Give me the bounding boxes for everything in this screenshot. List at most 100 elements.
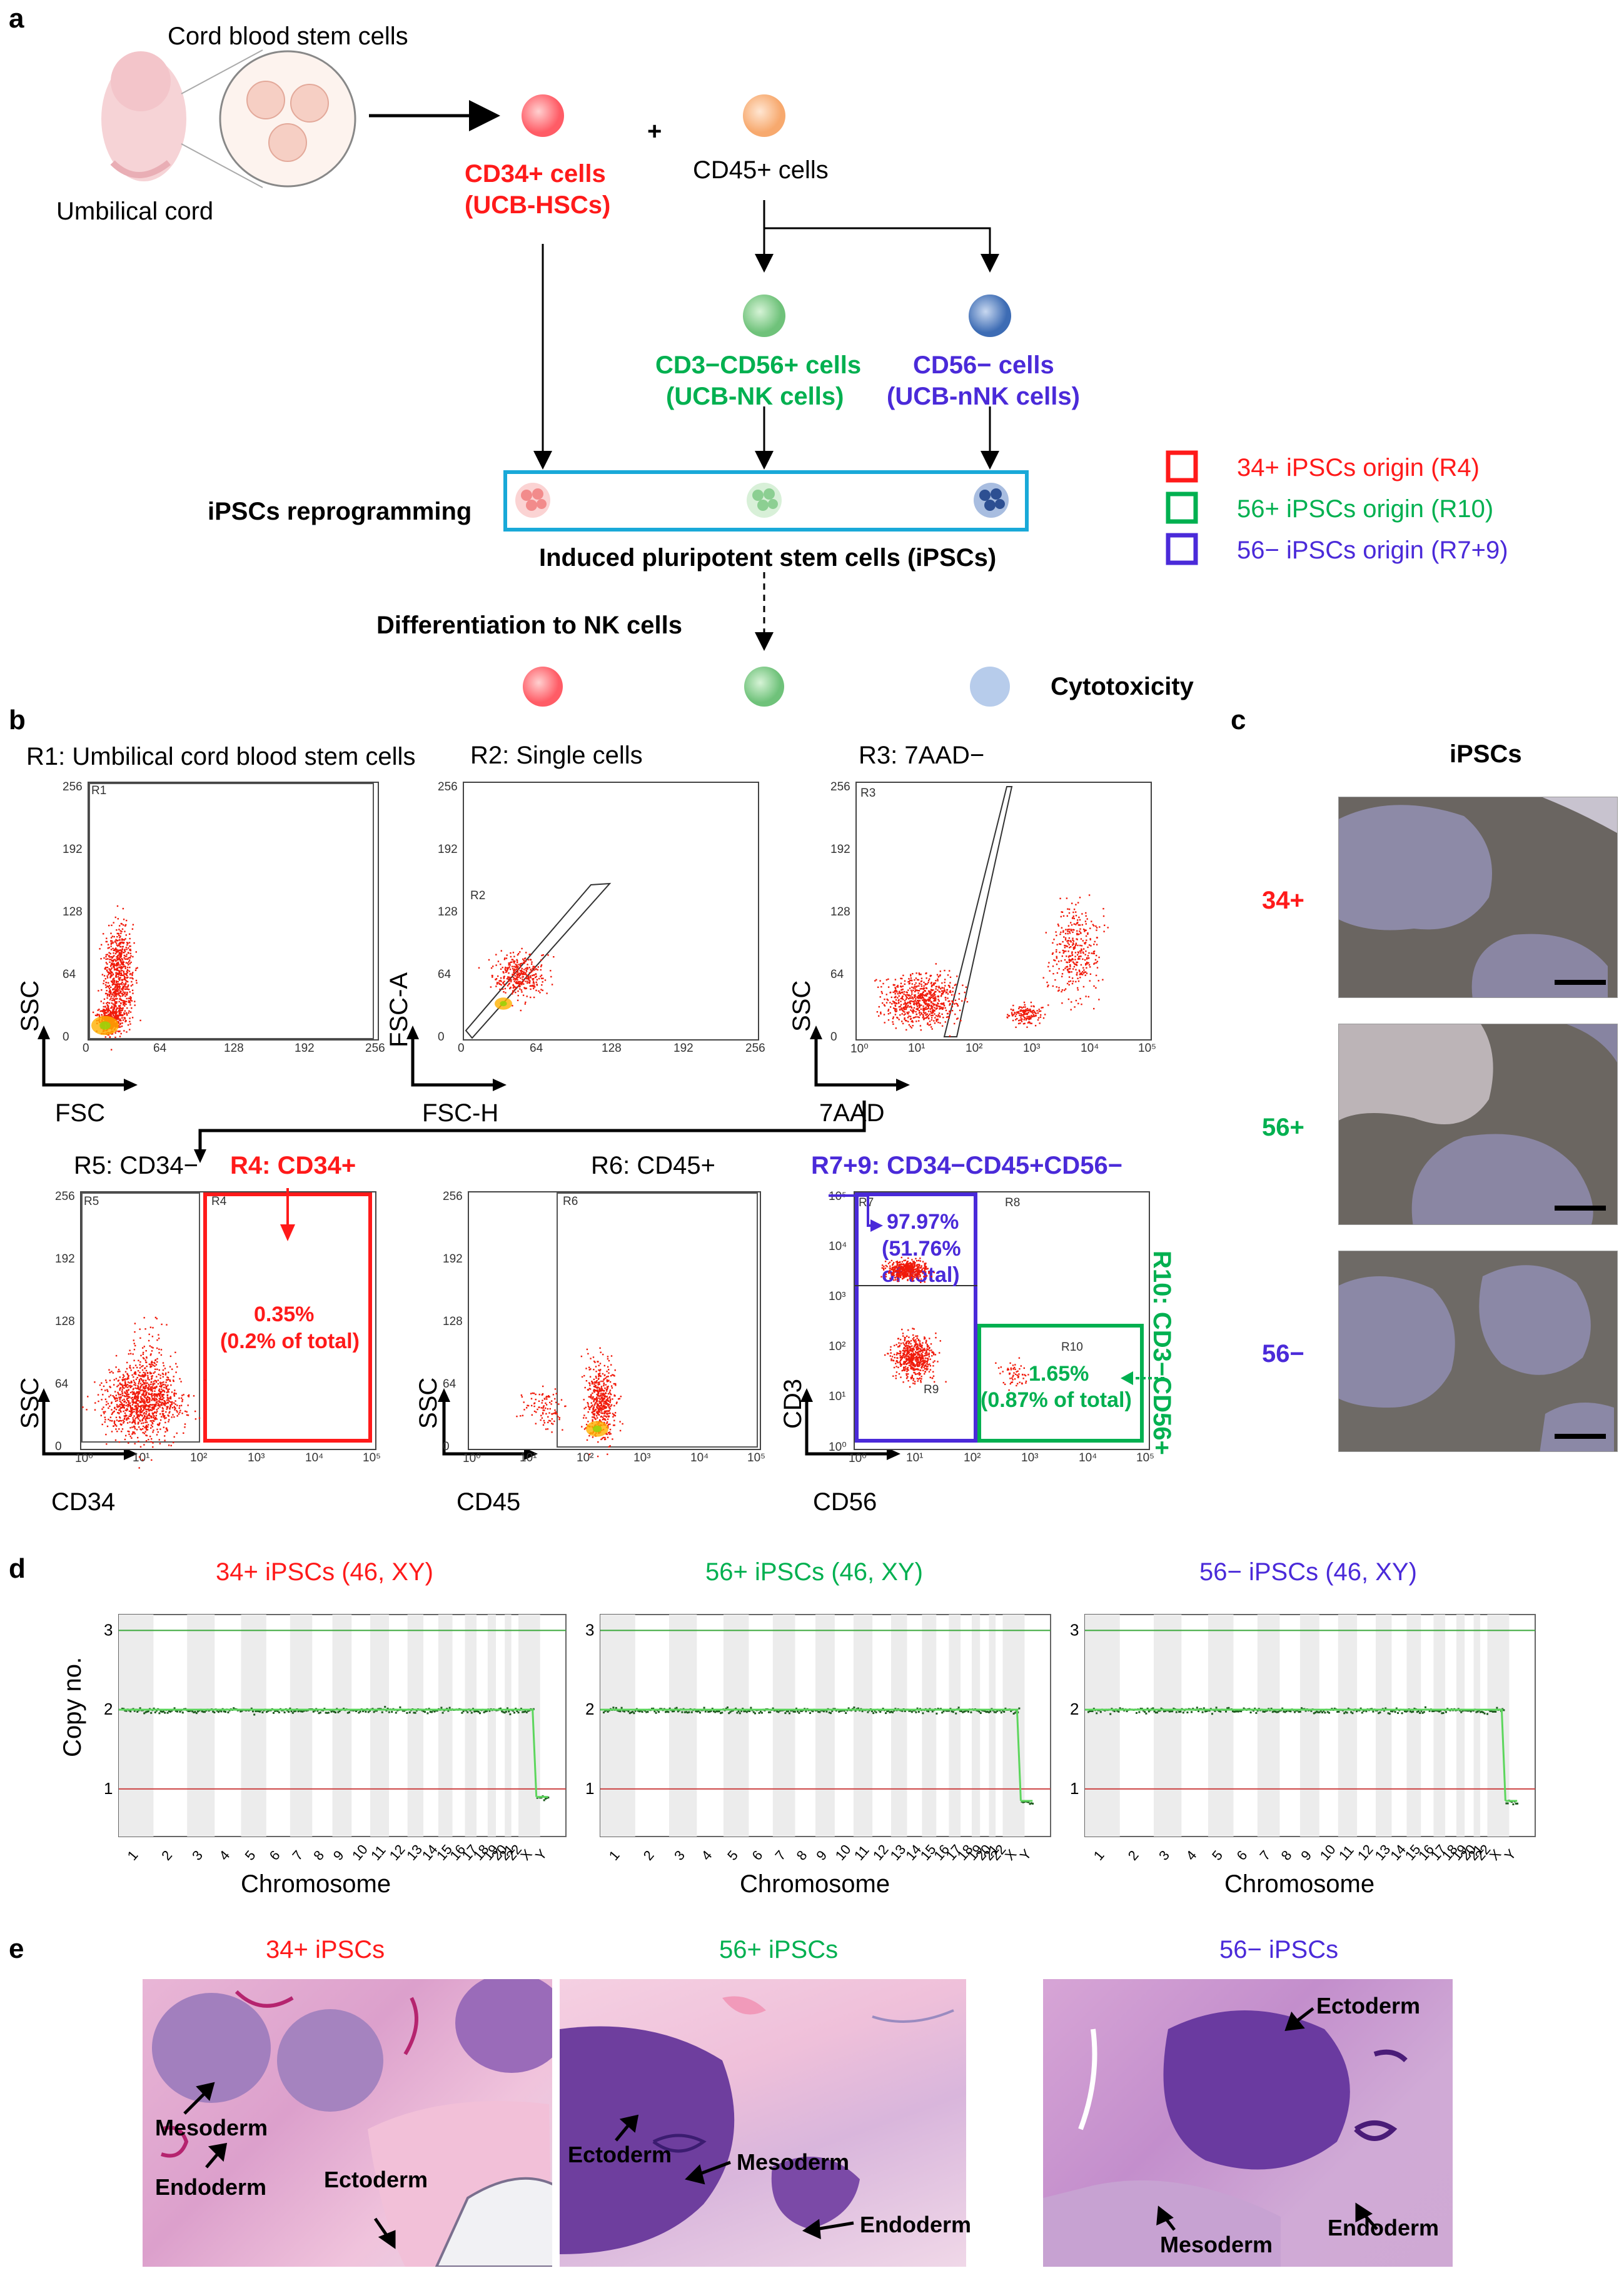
label-endoderm-56neg: Endoderm bbox=[1328, 2215, 1440, 2240]
label-endoderm-56pos: Endoderm bbox=[860, 2212, 972, 2237]
gate-label-r7: R7 bbox=[859, 1196, 874, 1209]
ipscs-label: Induced pluripotent stem cells (iPSCs) bbox=[539, 544, 997, 572]
cnv-xlabel-2: Chromosome bbox=[740, 1870, 890, 1898]
flow-plot-r1: R1 bbox=[88, 782, 379, 1041]
y-tick: 192 bbox=[63, 843, 83, 856]
cytotoxicity-label: Cytotoxicity bbox=[1051, 673, 1194, 700]
legend-blue-box bbox=[1166, 533, 1198, 565]
x-tick: 10⁰ bbox=[75, 1452, 93, 1465]
gate-label-r6: R6 bbox=[563, 1195, 578, 1208]
gate-label-r9: R9 bbox=[924, 1383, 939, 1396]
r5-title: R5: CD34− bbox=[74, 1152, 198, 1179]
ipsc-photo-56neg bbox=[1338, 1251, 1618, 1452]
cnv-ytick: 3 bbox=[1070, 1620, 1079, 1639]
x-tick: 10¹ bbox=[520, 1451, 537, 1464]
cnv-ytick: 1 bbox=[585, 1779, 594, 1798]
legend-56p-label: 56+ iPSCs origin (R10) bbox=[1237, 495, 1494, 523]
cnv-title-34: 34+ iPSCs (46, XY) bbox=[216, 1558, 433, 1586]
r2-xlabel: FSC-H bbox=[422, 1099, 499, 1127]
cd34-sublabel: (UCB-HSCs) bbox=[465, 191, 611, 219]
cnv-ytick: 2 bbox=[1070, 1700, 1079, 1718]
label-ectoderm-56pos: Ectoderm bbox=[568, 2142, 672, 2167]
x-tick: 10¹ bbox=[906, 1451, 924, 1464]
cd34-cell-icon bbox=[522, 94, 564, 137]
histo-title-56pos: 56+ iPSCs bbox=[719, 1936, 839, 1963]
y-tick: 10⁰ bbox=[829, 1441, 847, 1454]
y-tick: 256 bbox=[55, 1190, 75, 1203]
panel-c-row1-label: 34+ bbox=[1262, 887, 1304, 914]
ipsc-photo-56pos bbox=[1338, 1024, 1618, 1225]
y-tick: 192 bbox=[830, 843, 850, 856]
r4-total: (0.2% of total) bbox=[220, 1329, 360, 1353]
panel-b-letter: b bbox=[9, 705, 26, 735]
gate-label-r2: R2 bbox=[470, 889, 486, 902]
histo-photo-34 bbox=[143, 1979, 552, 2267]
x-tick: 10¹ bbox=[133, 1451, 150, 1464]
nk-sublabel: (UCB-NK cells) bbox=[666, 383, 844, 410]
y-tick: 256 bbox=[830, 780, 850, 794]
r1-xlabel: FSC bbox=[55, 1099, 105, 1127]
y-tick: 192 bbox=[438, 843, 458, 856]
x-tick: 256 bbox=[365, 1042, 385, 1055]
legend-34-label: 34+ iPSCs origin (R4) bbox=[1237, 454, 1480, 481]
x-tick: 128 bbox=[224, 1042, 244, 1055]
nnk-cell-icon bbox=[969, 295, 1011, 337]
y-tick: 10¹ bbox=[829, 1390, 846, 1403]
panel-c-row2-label: 56+ bbox=[1262, 1114, 1304, 1141]
label-mesoderm-56neg: Mesoderm bbox=[1160, 2232, 1273, 2257]
nk-red-cell-icon bbox=[523, 667, 563, 707]
x-tick: 10² bbox=[966, 1042, 983, 1055]
x-tick: 10⁴ bbox=[305, 1451, 324, 1464]
cd45-cell-icon bbox=[743, 94, 785, 137]
y-tick: 128 bbox=[63, 905, 83, 919]
embryo-icon bbox=[101, 51, 186, 181]
x-tick: 256 bbox=[745, 1042, 765, 1055]
cnv-ytick: 1 bbox=[1070, 1779, 1079, 1798]
x-tick: 10⁴ bbox=[1081, 1042, 1099, 1055]
r6-title: R6: CD45+ bbox=[591, 1152, 715, 1179]
reprogramming-label: iPSCs reprogramming bbox=[208, 498, 472, 525]
y-tick: 0 bbox=[55, 1440, 62, 1453]
y-tick: 192 bbox=[443, 1252, 463, 1266]
label-mesoderm-34: Mesoderm bbox=[155, 2115, 268, 2140]
legend-red-box bbox=[1166, 450, 1198, 483]
cnv-title-56pos: 56+ iPSCs (46, XY) bbox=[705, 1558, 923, 1586]
y-tick: 10² bbox=[829, 1340, 846, 1353]
y-tick: 64 bbox=[55, 1378, 69, 1391]
y-tick: 0 bbox=[63, 1031, 69, 1044]
r10-total: (0.87% of total) bbox=[981, 1388, 1132, 1412]
umbilical-cord-label: Umbilical cord bbox=[56, 198, 214, 225]
cnv-ytick: 3 bbox=[585, 1620, 594, 1639]
flow-plot-r2: R2 bbox=[463, 782, 759, 1041]
cnv-ytick: 3 bbox=[104, 1620, 113, 1639]
x-tick: 10³ bbox=[633, 1451, 651, 1464]
y-tick: 192 bbox=[55, 1252, 75, 1266]
cnv-xlabel-1: Chromosome bbox=[241, 1870, 391, 1898]
panel-c-title: iPSCs bbox=[1450, 740, 1522, 768]
cd45-label: CD45+ cells bbox=[693, 156, 829, 184]
nk-label: CD3−CD56+ cells bbox=[655, 351, 862, 379]
legend-green-box bbox=[1166, 491, 1198, 524]
y-tick: 10³ bbox=[829, 1290, 846, 1303]
y-tick: 256 bbox=[63, 780, 83, 794]
histo-title-56neg: 56− iPSCs bbox=[1219, 1936, 1339, 1963]
nnk-sublabel: (UCB-nNK cells) bbox=[887, 383, 1080, 410]
r10-pct: 1.65% bbox=[1029, 1362, 1089, 1386]
x-tick: 192 bbox=[673, 1042, 693, 1055]
x-tick: 10⁰ bbox=[849, 1452, 867, 1465]
r79-total-1: (51.76% bbox=[882, 1237, 961, 1261]
y-tick: 64 bbox=[438, 968, 451, 981]
x-tick: 64 bbox=[153, 1042, 167, 1055]
ipsc-photo-34 bbox=[1338, 797, 1618, 998]
y-tick: 0 bbox=[830, 1031, 837, 1044]
x-tick: 10⁵ bbox=[1136, 1451, 1155, 1464]
y-tick: 10⁴ bbox=[829, 1240, 847, 1253]
panel-c-row3-label: 56− bbox=[1262, 1340, 1304, 1368]
